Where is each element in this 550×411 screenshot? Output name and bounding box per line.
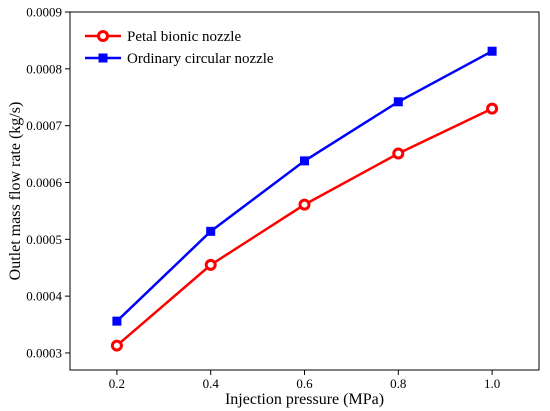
- y-tick-label: 0.0004: [26, 289, 62, 304]
- x-tick-label: 0.2: [109, 376, 125, 391]
- legend-label: Petal bionic nozzle: [127, 29, 241, 45]
- data-point: [487, 46, 497, 56]
- legend-swatch-marker: [97, 30, 109, 42]
- x-axis-title: Injection pressure (MPa): [225, 391, 384, 408]
- y-axis-title: Outlet mass flow rate (kg/s): [7, 102, 24, 281]
- data-point: [298, 198, 311, 211]
- x-tick-label: 1.0: [484, 376, 500, 391]
- series-line: [116, 50, 493, 323]
- legend-label: Ordinary circular nozzle: [127, 51, 274, 67]
- x-tick-label: 0.4: [203, 376, 220, 391]
- series-circular: [112, 46, 497, 326]
- data-point: [206, 226, 216, 236]
- series-petal: [110, 102, 499, 352]
- y-tick-label: 0.0006: [26, 175, 62, 190]
- data-point: [393, 97, 403, 107]
- y-tick-label: 0.0007: [26, 118, 62, 133]
- y-tick-label: 0.0003: [26, 345, 62, 360]
- data-point: [204, 258, 217, 271]
- data-point: [300, 156, 309, 166]
- legend: Petal bionic nozzle Ordinary circular noz…: [85, 29, 274, 67]
- legend-item: Petal bionic nozzle: [85, 29, 241, 45]
- y-tick-label: 0.0009: [26, 5, 62, 20]
- axis-ticks: 0.2 0.4 0.6 0.8 1.0 0.0003 0.0004 0.0005 0.0006 0…: [26, 5, 500, 392]
- y-tick-label: 0.0005: [26, 232, 62, 247]
- series-line: [116, 107, 493, 347]
- x-tick-label: 0.6: [296, 376, 313, 391]
- y-tick-label: 0.0008: [26, 61, 62, 76]
- x-tick-label: 0.8: [390, 376, 406, 391]
- data-point: [392, 147, 405, 160]
- data-point: [112, 316, 122, 326]
- series-layer: [110, 46, 499, 352]
- legend-swatch-marker: [98, 53, 108, 63]
- legend-item: Ordinary circular nozzle: [85, 51, 274, 67]
- data-point: [110, 339, 123, 352]
- data-point: [486, 102, 499, 115]
